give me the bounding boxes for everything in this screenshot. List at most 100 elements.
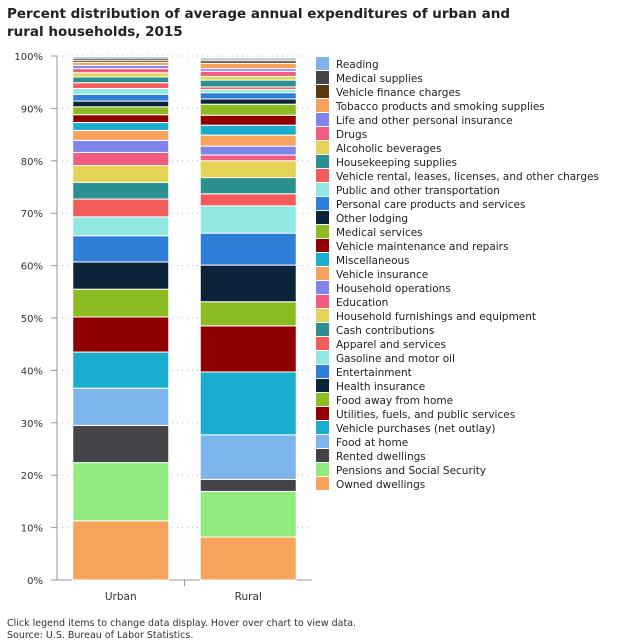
bar-segment[interactable] (199, 490, 297, 538)
legend-item[interactable]: Owned dwellings (316, 477, 425, 491)
bar-segment[interactable] (199, 478, 297, 492)
y-tick-label: 10% (21, 524, 43, 535)
legend-item[interactable]: Vehicle purchases (net outlay) (316, 421, 495, 435)
legend-label: Household operations (336, 283, 451, 295)
bar-segment[interactable] (199, 79, 297, 88)
legend-swatch (316, 477, 329, 490)
legend-item[interactable]: Public and other transportation (316, 183, 500, 197)
legend-swatch (316, 337, 329, 350)
bar-segment[interactable] (199, 325, 297, 373)
legend-item[interactable]: Pensions and Social Security (316, 463, 486, 477)
bar-segment[interactable] (199, 70, 297, 77)
bar-segment[interactable] (199, 193, 297, 207)
legend-item[interactable]: Vehicle finance charges (316, 85, 460, 99)
legend-item[interactable]: Food at home (316, 435, 408, 449)
bar-segment[interactable] (199, 145, 297, 156)
bar-segment[interactable] (199, 232, 297, 266)
y-tick-label: 0% (27, 576, 43, 587)
bar-segment[interactable] (72, 114, 170, 124)
bar-segment[interactable] (72, 82, 170, 89)
legend-item[interactable]: Education (316, 295, 388, 309)
legend-item[interactable]: Vehicle rental, leases, licenses, and ot… (316, 169, 599, 183)
bar-segment[interactable] (199, 205, 297, 234)
bar-segment[interactable] (199, 57, 297, 60)
bar-segment[interactable] (72, 72, 170, 78)
legend-item[interactable]: Rented dwellings (316, 449, 426, 463)
footer-note: Click legend items to change data displa… (7, 618, 357, 629)
bar-segment[interactable] (199, 92, 297, 100)
bar-segment[interactable] (199, 301, 297, 327)
bar-segment[interactable] (72, 139, 170, 153)
legend-item[interactable]: Apparel and services (316, 337, 446, 351)
bar-segment[interactable] (199, 114, 297, 126)
legend-item[interactable]: Other lodging (316, 211, 408, 225)
bar-segment[interactable] (72, 316, 170, 353)
legend-swatch (316, 253, 329, 266)
bar-segment[interactable] (72, 106, 170, 116)
bar-segment[interactable] (72, 87, 170, 95)
bar-segment[interactable] (72, 261, 170, 290)
chart-title: Percent distribution of average annual e… (7, 6, 511, 40)
legend-swatch (316, 351, 329, 364)
bar-segment[interactable] (199, 371, 297, 436)
bar-segment[interactable] (72, 462, 170, 522)
bar-segment[interactable] (72, 76, 170, 84)
legend-item[interactable]: Personal care products and services (316, 197, 525, 211)
bar-segment[interactable] (199, 160, 297, 179)
bar-segment[interactable] (199, 62, 297, 70)
legend-label: Vehicle rental, leases, licenses, and ot… (336, 171, 599, 183)
bar-segment[interactable] (72, 216, 170, 237)
legend-item[interactable]: Miscellaneous (316, 253, 410, 267)
bar-segment[interactable] (199, 177, 297, 195)
legend-item[interactable]: Tobacco products and smoking supplies (316, 99, 545, 113)
legend-item[interactable]: Alcoholic beverages (316, 141, 441, 155)
bar-segment[interactable] (199, 536, 297, 581)
bar-segment[interactable] (199, 154, 297, 162)
legend-item[interactable]: Utilities, fuels, and public services (316, 407, 515, 421)
y-tick-label: 40% (21, 366, 43, 377)
bar-segment[interactable] (199, 98, 297, 105)
legend-item[interactable]: Household operations (316, 281, 451, 295)
bar-segment[interactable] (72, 181, 170, 200)
bar-segment[interactable] (199, 103, 297, 116)
legend-swatch (316, 183, 329, 196)
bar-segment[interactable] (72, 165, 170, 183)
legend-item[interactable]: Household furnishings and equipment (316, 309, 536, 323)
bar-segment[interactable] (72, 235, 170, 263)
legend-item[interactable]: Food away from home (316, 393, 453, 407)
bar-segment[interactable] (72, 198, 170, 218)
bar-segment[interactable] (199, 264, 297, 303)
legend-item[interactable]: Vehicle insurance (316, 267, 428, 281)
legend-label: Miscellaneous (336, 255, 410, 267)
bar-segment[interactable] (72, 424, 170, 464)
bar-segment[interactable] (72, 288, 170, 318)
bar-segment[interactable] (72, 122, 170, 131)
bar-segment[interactable] (72, 520, 170, 581)
legend-item[interactable]: Life and other personal insurance (316, 113, 513, 127)
legend-item[interactable]: Cash contributions (316, 323, 434, 337)
bar-segment[interactable] (72, 100, 170, 108)
bar-segment[interactable] (199, 124, 297, 136)
legend-label: Life and other personal insurance (336, 115, 513, 127)
legend-item[interactable]: Gasoline and motor oil (316, 351, 455, 365)
legend-item[interactable]: Reading (316, 57, 379, 71)
legend-item[interactable]: Medical services (316, 225, 423, 239)
bar-segment[interactable] (199, 75, 297, 81)
bar-segment[interactable] (72, 151, 170, 167)
legend-swatch (316, 141, 329, 154)
bar-segment[interactable] (199, 134, 297, 147)
bar-segment[interactable] (72, 56, 170, 59)
bar-segment[interactable] (72, 129, 170, 141)
legend-item[interactable]: Vehicle maintenance and repairs (316, 239, 508, 253)
legend-item[interactable]: Drugs (316, 127, 367, 141)
legend-item[interactable]: Health insurance (316, 379, 425, 393)
legend-item[interactable]: Entertainment (316, 365, 412, 379)
bar-segment[interactable] (72, 351, 170, 389)
bar-segment[interactable] (72, 387, 170, 426)
legend-item[interactable]: Housekeeping supplies (316, 155, 457, 169)
bar-segment[interactable] (199, 434, 297, 480)
bar-segment[interactable] (72, 93, 170, 102)
legend-label: Medical supplies (336, 73, 423, 85)
legend-item[interactable]: Medical supplies (316, 71, 423, 85)
bar-segment[interactable] (72, 68, 170, 74)
